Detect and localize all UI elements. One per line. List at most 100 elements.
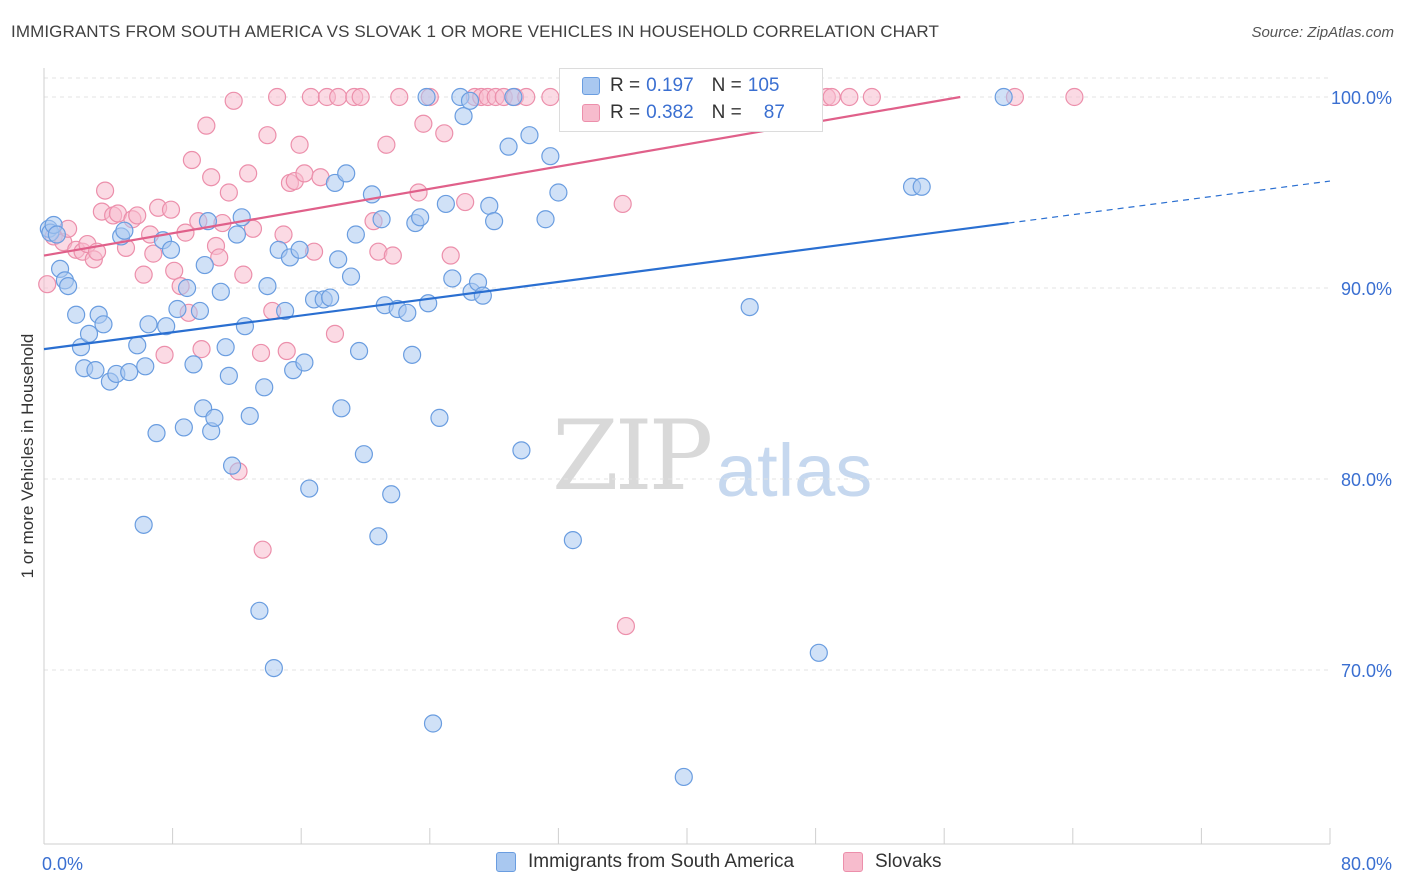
data-point-south-america [912,177,931,196]
data-point-slovaks [329,87,348,107]
series-legend: Immigrants from South America Slovaks [0,851,1406,877]
data-point-south-america [205,408,224,427]
data-point-south-america [398,303,417,322]
source-label: Source: ZipAtlas.com [1251,24,1394,41]
data-point-south-america [321,288,340,307]
points-layer [38,87,1084,787]
data-point-slovaks [95,181,115,200]
data-point-south-america [255,378,274,397]
data-point-south-america [536,210,555,229]
data-point-south-america [337,164,356,183]
y-tick-label: 90.0% [1341,279,1392,299]
data-point-south-america [382,485,401,504]
data-point-slovaks [383,246,402,265]
data-point-slovaks [325,324,345,343]
trendline-south-america-extension [1008,180,1331,224]
y-tick-label: 100.0% [1331,88,1392,108]
data-point-south-america [329,250,348,269]
data-point-slovaks [1065,87,1084,107]
labels-layer: 70.0% 80.0% 90.0% 100.0% 0.0% 80.0% [42,88,1392,874]
data-point-south-america [480,196,499,215]
data-point-south-america [372,210,391,229]
watermark-zip: ZIP [552,400,713,512]
data-point-south-america [136,357,155,376]
data-point-slovaks [239,164,258,183]
data-point-slovaks [224,91,243,110]
data-point-slovaks [144,244,163,263]
data-point-slovaks [301,87,320,107]
data-point-south-america [128,336,147,355]
data-point-south-america [157,317,176,336]
data-point-south-america [195,255,214,275]
data-point-south-america [994,87,1013,107]
data-point-slovaks [613,194,632,214]
data-point-south-america [79,324,99,343]
data-point-south-america [86,361,105,380]
data-point-slovaks [456,192,475,212]
data-point-south-america [47,225,66,244]
data-point-south-america [120,362,139,382]
x-tick-label: 80.0% [1341,854,1392,874]
data-point-south-america [403,345,422,364]
chart-title: IMMIGRANTS FROM SOUTH AMERICA VS SLOVAK … [11,22,939,41]
data-point-south-america [369,527,388,546]
y-tick-label: 70.0% [1341,661,1392,681]
data-point-south-america [485,212,504,231]
legend-swatch-pink [843,852,863,872]
data-point-south-america [94,315,113,334]
data-point-south-america [443,269,462,288]
data-point-slovaks [258,126,277,145]
data-point-south-america [520,126,539,145]
legend-n-value: 105 [747,75,780,96]
data-point-south-america [300,479,319,498]
data-point-south-america [264,658,283,678]
data-point-south-america [541,147,560,166]
legend-row-slovaks: R = 0.382 N = 87 [582,101,785,125]
legend-item-south-america[interactable]: Immigrants from South America [496,851,794,873]
data-point-south-america [115,221,134,240]
data-point-south-america [147,424,166,443]
data-point-south-america [460,91,480,110]
data-point-slovaks [390,87,409,107]
data-point-slovaks [377,135,396,154]
data-point-slovaks [541,87,560,107]
axes-layer [43,68,1331,845]
data-point-slovaks [441,246,460,265]
data-point-slovaks [134,265,153,284]
legend-item-label: Slovaks [875,851,942,872]
data-point-south-america [258,276,277,296]
data-point-slovaks [251,343,271,363]
data-point-slovaks [234,265,253,284]
data-point-slovaks [253,540,272,559]
data-point-south-america [250,601,269,620]
data-point-south-america [216,338,235,357]
data-point-south-america [222,456,242,475]
data-point-slovaks [295,164,314,183]
data-point-slovaks [351,87,370,107]
data-point-south-america [417,87,436,107]
data-point-south-america [809,643,828,662]
data-point-slovaks [192,340,211,359]
data-point-south-america [411,208,430,227]
legend-r-label: R = [610,102,641,123]
data-point-slovaks [219,183,238,202]
legend-swatch-blue [582,77,600,95]
correlation-legend: R = 0.197 N = 105 R = 0.382 N = 87 [559,68,823,132]
trendline-south-america [43,221,1009,351]
data-point-south-america [211,282,230,301]
data-point-south-america [354,445,373,464]
data-point-south-america [290,240,309,259]
data-point-slovaks [267,87,287,107]
data-point-south-america [235,317,255,336]
y-tick-label: 80.0% [1341,470,1392,490]
data-point-south-america [346,225,365,244]
data-point-slovaks [862,87,881,107]
data-point-south-america [67,305,86,324]
data-point-south-america [276,301,295,321]
data-point-south-america [332,399,351,418]
data-point-slovaks [202,168,221,187]
legend-r-value: 0.382 [646,102,694,123]
legend-item-slovaks[interactable]: Slovaks [843,851,942,873]
